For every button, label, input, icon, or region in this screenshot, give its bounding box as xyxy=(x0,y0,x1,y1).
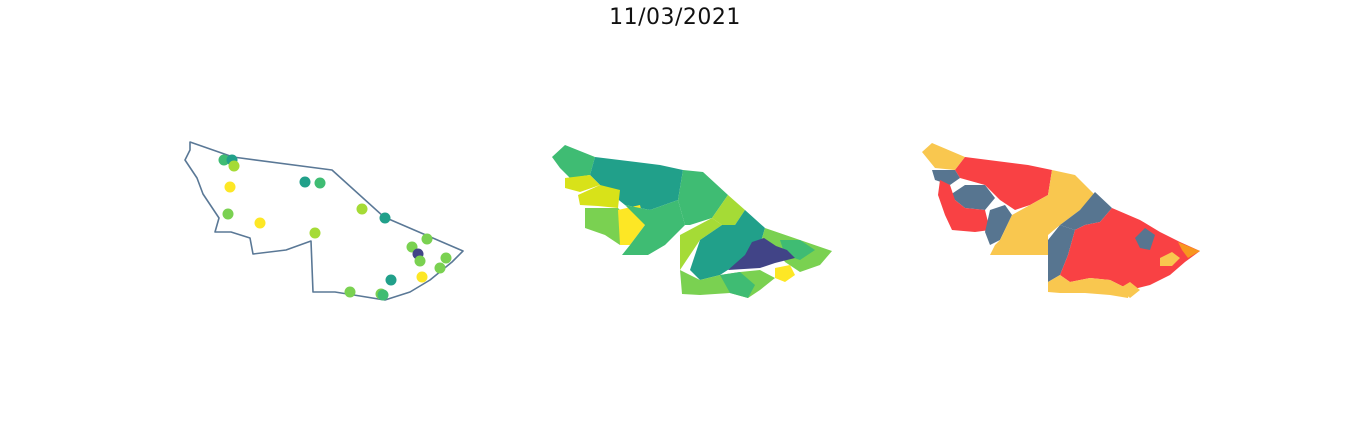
region-green-ne xyxy=(678,170,728,225)
risk-region-yellow-se xyxy=(1120,282,1140,298)
municipality-point xyxy=(344,286,356,298)
municipality-point xyxy=(299,176,311,188)
municipality-point xyxy=(222,208,234,220)
risk-region-slate-ridge xyxy=(1048,225,1075,282)
region-lime-ridge xyxy=(712,195,745,225)
municipality-point xyxy=(421,233,433,245)
risk-region-yellow-south xyxy=(1048,275,1130,298)
risk-region-red-south xyxy=(1060,208,1200,290)
municipality-point xyxy=(377,289,389,301)
municipality-point xyxy=(228,160,240,172)
map-panel-risk xyxy=(922,143,1200,298)
risk-region-nw-yellow xyxy=(922,143,965,170)
municipality-point xyxy=(224,181,236,193)
municipality-point xyxy=(254,217,266,229)
region-green-south2 xyxy=(720,272,755,298)
region-green-sw xyxy=(585,208,628,245)
municipality-point xyxy=(385,274,397,286)
region-dark-purple xyxy=(728,238,795,270)
municipality-point xyxy=(440,252,452,264)
risk-region-slate-center xyxy=(985,205,1012,245)
risk-region-north-red xyxy=(955,157,1052,210)
risk-region-slate-west xyxy=(950,185,995,210)
region-north-teal xyxy=(590,157,683,210)
municipality-point xyxy=(414,255,426,267)
region-teal-southeast xyxy=(690,210,765,280)
risk-region-slate-east xyxy=(1135,228,1155,250)
municipality-point xyxy=(309,227,321,239)
municipality-point xyxy=(314,177,326,189)
risk-region-yellow-east xyxy=(1160,252,1180,266)
region-yellow-strip xyxy=(565,175,600,192)
municipality-point xyxy=(356,203,368,215)
municipality-point xyxy=(218,154,230,166)
region-yellow-east xyxy=(775,265,795,282)
municipality-point xyxy=(379,212,391,224)
map-panel-choropleth xyxy=(552,145,832,298)
municipality-point xyxy=(416,271,428,283)
risk-region-red-west xyxy=(938,180,990,232)
figure-title: 11/03/2021 xyxy=(609,5,741,30)
region-green-center xyxy=(622,200,685,255)
risk-region-orange-tip xyxy=(1178,242,1200,258)
risk-region-slate-ne xyxy=(1060,192,1112,230)
region-northwest xyxy=(552,145,595,178)
risk-region-yellow-center xyxy=(990,170,1095,255)
municipality-point xyxy=(434,262,446,274)
risk-region-slate-nw xyxy=(932,170,960,185)
region-lime-west xyxy=(578,185,620,208)
state-outline xyxy=(184,141,464,301)
region-lime-center xyxy=(680,218,722,270)
map-panel-points xyxy=(184,141,464,301)
